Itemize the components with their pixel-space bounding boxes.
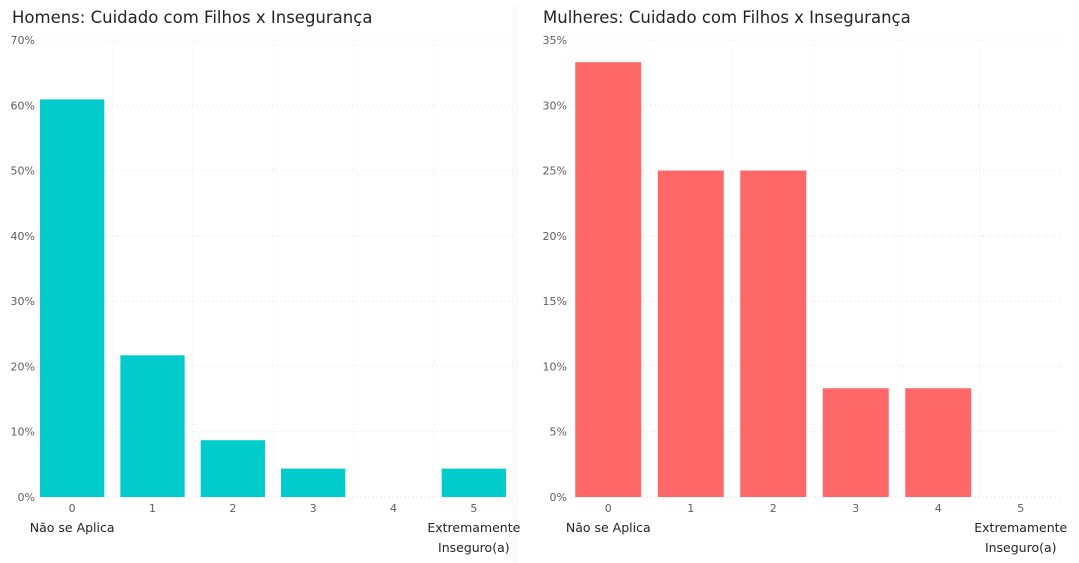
y-tick-label: 15% — [543, 295, 567, 308]
x-tick-label: 3 — [310, 502, 317, 515]
x-tick-label: 2 — [229, 502, 236, 515]
x-category-label-max-line2: Inseguro(a) — [985, 540, 1057, 555]
y-tick-label: 25% — [543, 165, 567, 178]
y-tick-label: 60% — [11, 99, 35, 112]
x-category-label-min: Não se Aplica — [566, 520, 651, 535]
x-category-label-max-line2: Inseguro(a) — [438, 540, 510, 555]
y-tick-label: 10% — [11, 426, 35, 439]
y-tick-label: 30% — [11, 295, 35, 308]
y-tick-label: 20% — [11, 360, 35, 373]
x-tick-label: 1 — [149, 502, 156, 515]
bar — [822, 388, 889, 497]
chart-title: Homens: Cuidado com Filhos x Insegurança — [12, 8, 373, 27]
women-chart-panel: Mulheres: Cuidado com Filhos x Inseguran… — [538, 0, 1079, 563]
y-tick-label: 30% — [543, 99, 567, 112]
y-tick-label: 35% — [543, 34, 567, 47]
women-bar-chart: 0% 5% 10% 15% 20% 25% 30% 35% 0 1 2 3 4 5 Não se Aplic… — [543, 34, 1068, 555]
men-bar-chart: 0% 10% 20% 30% 40% 50% 60% 70% 0 1 2 3 4 5 Não se Apli… — [11, 34, 521, 555]
x-tick-label: 3 — [852, 502, 859, 515]
x-category-label-max-line1: Extremamente — [974, 520, 1067, 535]
bar — [657, 170, 724, 498]
chart-title: Mulheres: Cuidado com Filhos x Inseguran… — [543, 8, 911, 27]
bar — [905, 388, 972, 497]
y-tick-label: 20% — [543, 230, 567, 243]
men-chart-panel: Homens: Cuidado com Filhos x Insegurança… — [0, 0, 521, 563]
bar — [120, 355, 185, 497]
x-tick-label: 4 — [390, 502, 397, 515]
y-tick-label: 0% — [18, 491, 35, 504]
y-tick-label: 40% — [11, 230, 35, 243]
y-tick-label: 5% — [550, 426, 567, 439]
bar — [575, 62, 642, 497]
bar — [281, 468, 346, 497]
x-tick-label: 0 — [69, 502, 76, 515]
y-tick-label: 50% — [11, 165, 35, 178]
bar — [740, 170, 807, 498]
x-category-label-max-line1: Extremamente — [427, 520, 520, 535]
x-tick-label: 5 — [470, 502, 477, 515]
x-tick-label: 0 — [605, 502, 612, 515]
bar — [40, 99, 105, 497]
y-tick-label: 70% — [11, 34, 35, 47]
y-tick-label: 0% — [550, 491, 567, 504]
x-tick-label: 5 — [1017, 502, 1024, 515]
x-tick-label: 4 — [935, 502, 942, 515]
bar — [441, 468, 506, 497]
panel-edge — [512, 6, 518, 563]
x-category-label-min: Não se Aplica — [30, 520, 115, 535]
x-tick-label: 1 — [687, 502, 694, 515]
y-tick-label: 10% — [543, 360, 567, 373]
bar — [200, 440, 265, 497]
x-tick-label: 2 — [770, 502, 777, 515]
